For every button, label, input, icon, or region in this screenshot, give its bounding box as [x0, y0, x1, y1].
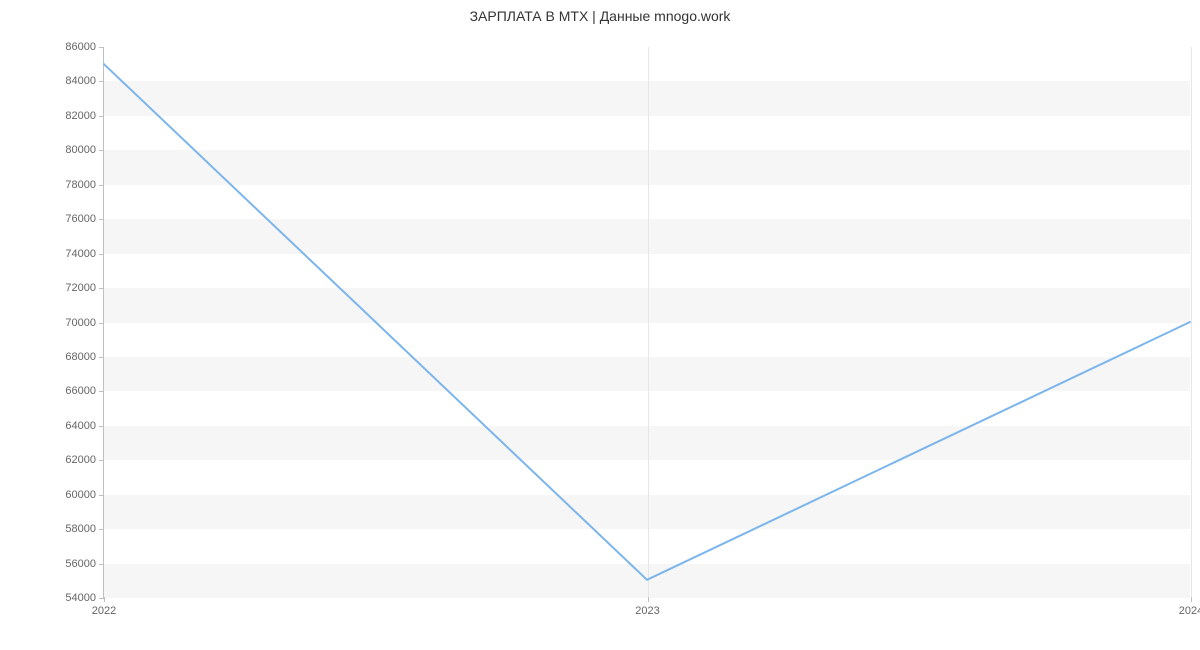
chart-container: ЗАРПЛАТА В МТХ | Данные mnogo.work 54000…	[0, 0, 1200, 650]
y-tick-label: 68000	[65, 351, 96, 363]
y-tick-label: 64000	[65, 420, 96, 432]
line-series-salary	[104, 64, 1190, 580]
y-tick-label: 82000	[65, 110, 96, 122]
y-tick-label: 62000	[65, 454, 96, 466]
y-tick-label: 56000	[65, 558, 96, 570]
x-grid-line	[1191, 47, 1192, 597]
x-tick-mark	[1191, 597, 1192, 602]
x-tick-label: 2024	[1179, 605, 1200, 617]
line-series-layer	[104, 47, 1190, 597]
x-tick-mark	[648, 597, 649, 602]
y-tick-label: 74000	[65, 248, 96, 260]
y-tick-label: 70000	[65, 317, 96, 329]
y-tick-label: 72000	[65, 282, 96, 294]
x-tick-label: 2022	[92, 605, 116, 617]
y-tick-label: 78000	[65, 179, 96, 191]
y-tick-label: 66000	[65, 385, 96, 397]
chart-title: ЗАРПЛАТА В МТХ | Данные mnogo.work	[0, 8, 1200, 24]
y-tick-label: 76000	[65, 213, 96, 225]
y-tick-label: 58000	[65, 523, 96, 535]
x-tick-label: 2023	[635, 605, 659, 617]
y-tick-label: 86000	[65, 41, 96, 53]
x-tick-mark	[104, 597, 105, 602]
y-tick-label: 80000	[65, 144, 96, 156]
y-tick-label: 84000	[65, 75, 96, 87]
plot-area: 5400056000580006000062000640006600068000…	[103, 47, 1190, 598]
y-tick-label: 60000	[65, 489, 96, 501]
y-tick-label: 54000	[65, 592, 96, 604]
